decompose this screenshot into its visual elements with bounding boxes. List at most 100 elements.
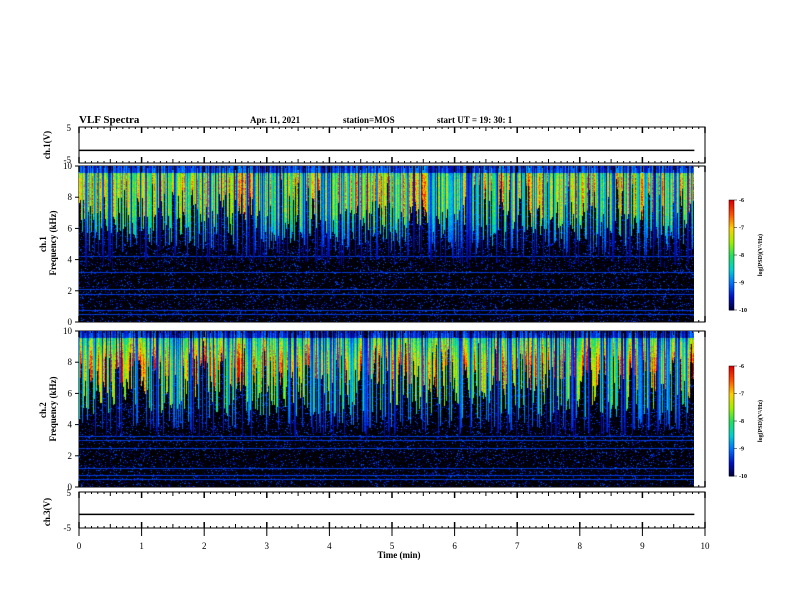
colorbar-swatch	[729, 378, 734, 382]
colorbar-swatch	[729, 375, 734, 378]
colorbar-swatch	[729, 205, 734, 208]
colorbar-swatch	[729, 236, 734, 239]
ytick-label: 4	[68, 420, 73, 430]
ch2-ylabel-line1: ch.2	[38, 402, 48, 418]
time-tick-label: 9	[640, 541, 645, 551]
ch2-spectrogram-panel: 0 2 4 6 8 10 ch.2 Frequency (kHz)	[38, 326, 706, 492]
colorbar-swatch	[729, 422, 734, 426]
colorbar-swatch	[729, 433, 734, 437]
colorbar-swatch	[729, 408, 734, 411]
colorbar-swatch	[729, 220, 734, 223]
colorbar-swatch	[729, 443, 734, 446]
ytick-label: 0	[68, 482, 73, 492]
colorbar-swatch	[729, 389, 734, 393]
ch1-ylabel-line2: Frequency (kHz)	[48, 210, 58, 275]
colorbar-swatch	[729, 304, 734, 307]
ch2-colorbar: -6 -7 -8 -9 -10 log(PSD)(V²/Hz)	[728, 364, 764, 480]
ytick-label: 10	[63, 326, 73, 336]
colorbar-tick-label: -7	[739, 392, 744, 398]
ch3-ytick-bottom: -5	[64, 523, 72, 533]
colorbar-swatch	[729, 448, 734, 451]
colorbar-swatch	[729, 266, 734, 269]
ch1-ytick-bottom: -5	[64, 155, 72, 165]
colorbar-swatch	[729, 277, 734, 280]
colorbar-swatch	[729, 406, 734, 409]
time-tick-label: 1	[139, 541, 144, 551]
colorbar-swatch	[729, 300, 734, 304]
colorbar-swatch	[729, 238, 734, 241]
colorbar-swatch	[729, 251, 734, 254]
colorbar-tick-label: -6	[739, 198, 744, 204]
colorbar-swatch	[729, 455, 734, 459]
colorbar-swatch	[729, 280, 734, 283]
colorbar-swatch	[729, 400, 734, 404]
colorbar-label: log(PSD)(V²/Hz)	[757, 234, 764, 276]
time-axis-ticks	[78, 127, 706, 536]
colorbar-swatch	[729, 233, 734, 236]
colorbar-swatch	[729, 207, 734, 210]
time-axis-label: Time (min)	[377, 550, 420, 560]
colorbar-swatch	[729, 278, 734, 282]
time-tick-label: 0	[77, 541, 82, 551]
time-tick-label: 6	[452, 541, 457, 551]
ch1-voltage-ylabel: ch.1(V)	[42, 131, 52, 159]
time-tick-label: 5	[390, 541, 395, 551]
colorbar-swatch	[729, 413, 734, 416]
colorbar-swatch	[729, 242, 734, 245]
colorbar-swatch	[729, 432, 734, 435]
colorbar-swatch	[729, 450, 734, 453]
time-tick-label: 10	[701, 541, 711, 551]
colorbar-swatch	[729, 393, 734, 396]
colorbar-swatch	[729, 201, 734, 205]
ytick-label: 8	[68, 357, 73, 367]
time-tick-label: 4	[327, 541, 332, 551]
colorbar-swatch	[729, 446, 734, 449]
colorbar-swatch	[729, 419, 734, 422]
ch1-spectrogram-image	[79, 166, 694, 322]
colorbar-swatch	[729, 267, 734, 271]
colorbar-swatch	[729, 397, 734, 400]
colorbar-swatch	[729, 435, 734, 438]
colorbar-swatch	[729, 216, 734, 219]
colorbar-swatch	[729, 421, 734, 424]
colorbar-swatch	[729, 275, 734, 278]
colorbar-swatch	[729, 288, 734, 291]
colorbar-swatch	[729, 225, 734, 228]
colorbar-swatch	[729, 426, 734, 429]
colorbar-swatch	[729, 218, 734, 221]
spec1-raster	[79, 166, 694, 322]
colorbar-swatch	[729, 302, 734, 305]
colorbar-swatch	[729, 293, 734, 296]
colorbar-swatch	[729, 410, 734, 413]
colorbar-swatch	[729, 463, 734, 466]
spec2-raster	[79, 331, 694, 487]
ch1-colorbar: -6 -7 -8 -9 -10 log(PSD)(V²/Hz)	[728, 198, 764, 314]
colorbar-swatch	[729, 388, 734, 391]
colorbar-swatch	[729, 474, 734, 477]
colorbar-swatch	[729, 264, 734, 267]
colorbar-swatch	[729, 269, 734, 272]
colorbar-swatch	[729, 380, 734, 383]
colorbar-swatch	[729, 253, 734, 256]
colorbar-swatch	[729, 415, 734, 418]
colorbar-swatch	[729, 297, 734, 300]
colorbar-swatch	[729, 260, 734, 263]
colorbar-tick-label: -8	[739, 253, 744, 259]
station-label: station=MOS	[343, 115, 395, 125]
colorbar-swatch	[729, 424, 734, 427]
colorbar-swatch	[729, 459, 734, 462]
colorbar-swatch	[729, 306, 734, 309]
time-tick-label: 3	[265, 541, 270, 551]
time-axis-tick-labels: 0 1 2 3 4 5 6 7 8 9 10	[77, 541, 710, 551]
colorbar-tick-label: -7	[739, 226, 744, 232]
colorbar-swatch	[729, 234, 734, 238]
colorbar-swatch	[729, 289, 734, 293]
ch1-spectrogram-panel: 0 2 4 6 8 10 ch.1 Frequency (kHz)	[38, 161, 706, 327]
colorbar-swatch	[729, 399, 734, 402]
colorbar-swatch	[729, 200, 734, 203]
colorbar-tick-label: -9	[739, 281, 744, 287]
ytick-label: 4	[68, 255, 73, 265]
colorbar-swatch	[729, 367, 734, 371]
ytick-label: 6	[68, 388, 73, 398]
